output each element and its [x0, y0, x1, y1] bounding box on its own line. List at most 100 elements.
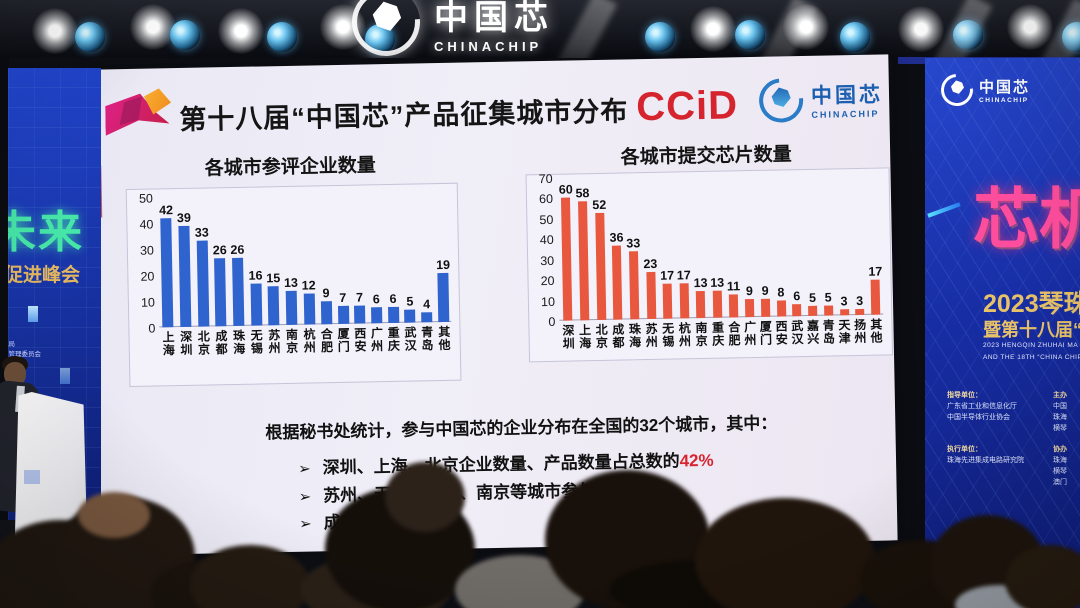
- bar-value-label: 60: [558, 182, 573, 197]
- bar: [561, 197, 573, 321]
- bar: [823, 305, 834, 316]
- bar: [404, 309, 416, 323]
- x-category-label: 重庆: [387, 325, 401, 353]
- slide-title: 第十八届“中国芯”产品征集城市分布: [179, 96, 629, 136]
- x-category-label: 珠海: [232, 328, 246, 356]
- bar-value-label: 11: [726, 279, 741, 294]
- slide-chip-logo-cn: 中国芯: [810, 83, 884, 108]
- bar-value-label: 39: [176, 210, 191, 225]
- bar: [285, 290, 298, 325]
- bar: [232, 258, 245, 327]
- banner-en-line-2: AND THE 18TH “CHINA CHIP”: [983, 354, 1080, 361]
- x-category-label: 南京: [285, 327, 299, 355]
- bullet-2-text: 苏州、无锡、杭州、南京等城市参与度较高: [323, 480, 647, 506]
- bar-value-label: 5: [406, 294, 414, 309]
- bar-column: 13 南京: [693, 276, 709, 352]
- x-category-label: 合肥: [728, 320, 741, 348]
- x-category-label: 成都: [612, 322, 625, 350]
- bar-value-label: 42: [158, 202, 174, 218]
- projection-slide: 第十八届“中国芯”产品征集城市分布 CCiD 中国芯 CHINACHIP 各城市…: [90, 54, 898, 556]
- bar: [267, 286, 280, 326]
- y-tick-label: 30: [540, 253, 555, 268]
- bar-column: 13 南京: [284, 276, 300, 377]
- bar-value-label: 13: [693, 276, 708, 291]
- bar-column: 17 杭州: [677, 268, 692, 352]
- banner-gold-line-2: 暨第十八届“: [983, 320, 1080, 340]
- bar-value-label: 7: [339, 290, 347, 305]
- bar: [354, 305, 366, 324]
- stage-logo-en: CHINACHIP: [434, 39, 543, 54]
- left-banner-headline: 未来: [8, 208, 84, 257]
- bars: 42 上海 39 深圳 33 北京 26 成都 26 珠海 16 无锡 15 苏州 13 南京 12 杭州 9 合肥 7…: [159, 199, 452, 380]
- bar-column: 23 苏州: [643, 256, 659, 353]
- bar-column: 5 嘉兴: [806, 290, 820, 350]
- chinachip-ring-icon: [338, 0, 434, 58]
- bar-column: 9 广州: [743, 284, 757, 352]
- x-category-label: 杭州: [678, 321, 692, 348]
- bullet-3-text: 成都首次跻身: [323, 511, 426, 533]
- bullet-3: ➢ 成都首次跻身: [299, 506, 426, 533]
- bar: [628, 251, 640, 320]
- arrow-bullet-icon: ➢: [298, 488, 312, 506]
- bar: [839, 309, 849, 316]
- bar: [855, 308, 865, 316]
- bar-column: 60 深圳: [558, 182, 576, 354]
- x-category-label: 珠海: [628, 322, 642, 349]
- bar-value-label: 15: [266, 271, 281, 286]
- bar-column: 33 珠海: [626, 236, 642, 354]
- y-tick-label: 60: [538, 191, 554, 207]
- bar-value-label: 6: [389, 292, 397, 307]
- bar: [214, 258, 227, 327]
- stage-light-blue-led: [267, 22, 297, 52]
- speaker: [0, 350, 60, 560]
- bar-column: 33 北京: [194, 225, 212, 379]
- chinachip-ring-icon: [934, 67, 980, 113]
- bar-column: 7 厦门: [336, 290, 351, 376]
- bar-value-label: 16: [248, 268, 263, 284]
- bullet-1: ➢ 深圳、上海、北京企业数量、产品数量占总数的42%: [298, 446, 714, 479]
- bar: [421, 311, 433, 323]
- y-tick-label: 70: [538, 171, 553, 186]
- bar-value-label: 9: [761, 283, 769, 298]
- banner-logo-cn: 中国芯: [979, 79, 1031, 96]
- left-banner-subline: 促进峰会: [8, 265, 81, 286]
- y-tick-label: 40: [539, 232, 554, 248]
- y-tick-label: 10: [140, 295, 156, 310]
- bar: [696, 291, 706, 319]
- x-category-label: 天津: [838, 318, 851, 345]
- podium-logo-mark: [24, 470, 40, 484]
- bar: [645, 271, 656, 320]
- x-category-label: 无锡: [662, 321, 675, 349]
- x-category-label: 深圳: [180, 329, 193, 357]
- y-tick-label: 20: [140, 269, 155, 284]
- x-category-label: 无锡: [250, 328, 264, 356]
- bar: [160, 217, 174, 328]
- bar-column: 3 天津: [837, 294, 851, 349]
- bar-value-label: 33: [194, 225, 209, 240]
- bar-value-label: 23: [643, 256, 658, 271]
- bar-column: 17 无锡: [660, 269, 675, 353]
- x-category-label: 苏州: [645, 321, 658, 349]
- org-host: 主办 中国 珠海 横琴: [1053, 392, 1067, 432]
- bar-value-label: 33: [626, 236, 641, 251]
- bar-value-label: 5: [808, 290, 817, 305]
- bar-column: 9 合肥: [319, 286, 334, 377]
- bar-column: 5 武汉: [403, 295, 418, 374]
- x-category-label: 上海: [162, 330, 175, 357]
- bar-column: 13 重庆: [710, 276, 725, 352]
- y-tick-label: 0: [548, 314, 556, 329]
- stage-light-blue-led: [840, 22, 870, 52]
- slide-chip-logo-en: CHINACHIP: [811, 108, 880, 120]
- bars: 60 深圳 58 上海 52 北京 36 成都 33 珠海 23 苏州 17 无锡 17 杭州 13 南京 13 重庆…: [559, 178, 884, 355]
- origami-logo-icon: [105, 92, 170, 139]
- bar: [612, 245, 623, 320]
- bar-value-label: 6: [372, 292, 380, 307]
- y-axis-ticks: 0 10 20 30 40 50: [129, 189, 159, 385]
- bar-column: 42 上海: [158, 202, 176, 379]
- bar-column: 26 成都: [213, 244, 229, 379]
- bar: [870, 279, 881, 315]
- bar: [679, 283, 690, 319]
- bar-value-label: 6: [793, 288, 801, 303]
- chinachip-ring-icon: [750, 69, 813, 132]
